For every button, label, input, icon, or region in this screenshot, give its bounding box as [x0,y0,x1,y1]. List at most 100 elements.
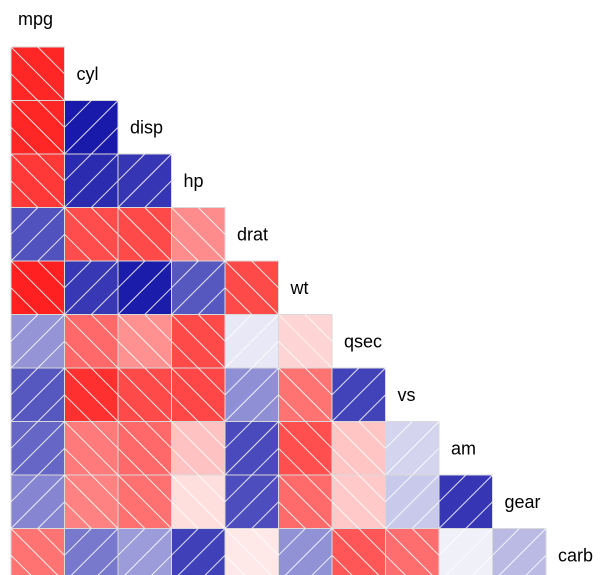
cell-hatch [224,528,279,575]
hatch-line [385,554,406,575]
hatch-line [278,474,333,529]
hatch-line [251,394,279,422]
label-mpg: mpg [18,9,53,29]
cell-hatch [278,474,333,529]
heatmap-cell-carb-gear [492,528,547,575]
label-qsec: qsec [344,331,382,351]
hatch-line [124,528,172,575]
hatch-line [224,367,279,422]
hatch-line [144,367,172,396]
hatch-line [64,233,92,262]
hatch-line [37,153,65,182]
cell-hatch [10,474,65,529]
cell-fill [64,528,119,575]
heatmap-cell-am-mpg [10,421,65,476]
label-vs: vs [398,385,416,405]
hatch-line [37,260,65,289]
hatch-line [251,501,279,529]
cell-hatch [224,314,279,369]
hatch-line [278,314,333,369]
heatmap-cell-qsec-wt [278,314,333,369]
hatch-line [278,367,333,422]
hatch-line [10,73,39,101]
hatch-line [151,554,172,575]
cell-hatch [117,367,172,422]
hatch-line [10,474,39,503]
hatch-line [10,528,59,575]
label-cyl: cyl [77,64,99,84]
hatch-line [117,367,172,422]
cell-hatch [171,314,226,369]
heatmap-cell-vs-wt [278,367,333,422]
hatch-line [90,314,119,342]
heatmap-cell-wt-cyl [64,260,119,315]
hatch-line [492,528,520,556]
hatch-line [10,207,65,262]
hatch-line [10,180,39,208]
heatmap-cell-am-wt [278,421,333,476]
heatmap-cell-wt-disp [117,260,172,315]
hatch-line [171,207,226,262]
cell-hatch [171,260,226,315]
hatch-line [224,314,253,342]
cell-hatch [64,421,119,476]
hatch-line [10,421,39,449]
hatch-line [224,287,253,315]
cell-fill [385,528,440,575]
hatch-line [411,528,440,556]
cell-hatch [438,474,493,529]
hatch-line [411,501,440,529]
heatmap-cell-carb-cyl [64,528,119,575]
hatch-line [411,447,440,476]
cell-hatch [10,100,65,155]
heatmap-cell-wt-drat [224,260,279,315]
hatch-line [251,260,279,289]
label-wt: wt [290,278,309,298]
heatmap-cell-carb-am [438,528,493,575]
hatch-line [64,100,119,155]
hatch-line [10,421,65,476]
cell-fill [224,528,279,575]
hatch-line [117,501,146,529]
cell-hatch [64,260,119,315]
heatmap-cell-disp-mpg [10,100,65,155]
heatmap-cell-qsec-hp [171,314,226,369]
hatch-line [445,528,493,575]
hatch-line [117,528,146,556]
hatch-line [64,314,119,369]
heatmap-cell-am-drat [224,421,279,476]
hatch-line [117,394,146,422]
hatch-line [304,474,333,503]
hatch-line [10,126,39,155]
hatch-line [171,394,199,422]
cell-hatch [438,528,493,575]
heatmap-cell-hp-disp [117,153,172,208]
hatch-line [177,528,226,575]
hatch-line [90,367,119,396]
cell-hatch [224,260,279,315]
cell-hatch [278,314,333,369]
hatch-line [197,421,226,449]
hatch-line [171,260,199,289]
heatmap-cell-vs-drat [224,367,279,422]
hatch-line [117,260,146,289]
hatch-line [385,421,413,449]
hatch-line [224,314,279,369]
hatch-line [144,287,172,315]
hatch-line [10,260,65,315]
hatch-line [117,260,172,315]
cell-hatch [385,474,440,529]
hatch-line [64,260,92,289]
heatmap-cell-carb-hp [171,528,226,575]
hatch-line [171,501,199,529]
cell-hatch [278,528,333,575]
hatch-line [64,474,119,529]
hatch-line [64,153,119,208]
label-disp: disp [130,117,163,137]
cell-fill [10,528,65,575]
hatch-line [10,314,39,342]
heatmap-cell-vs-qsec [331,367,386,422]
hatch-line [37,501,65,529]
hatch-line [278,447,306,476]
